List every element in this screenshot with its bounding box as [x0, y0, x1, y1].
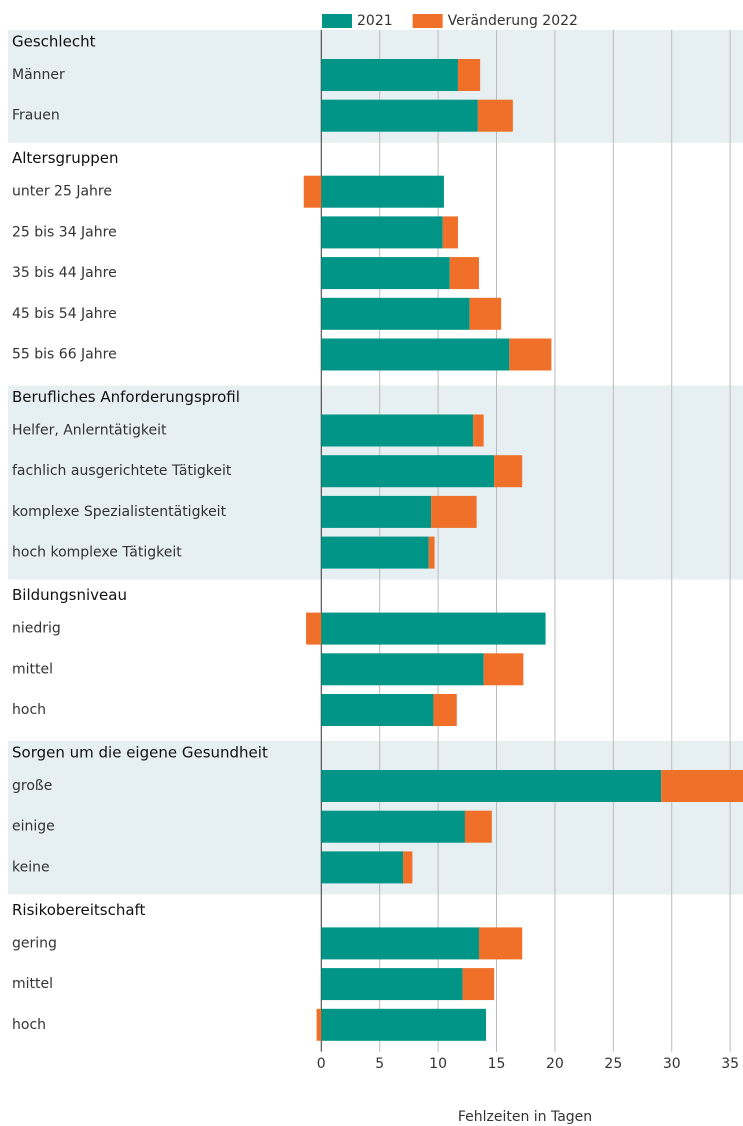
- category-label: komplexe Spezialistentätigkeit: [12, 504, 227, 520]
- category-label: Männer: [12, 67, 65, 83]
- bar: [321, 810, 465, 843]
- group-title: Sorgen um die eigene Gesundheit: [12, 744, 268, 762]
- bar: [473, 414, 484, 447]
- bar: [321, 851, 404, 884]
- bar: [321, 1008, 486, 1041]
- group-title: Altersgruppen: [12, 149, 119, 167]
- bar: [303, 175, 322, 208]
- bar: [321, 455, 495, 488]
- bar: [661, 770, 743, 802]
- plot: Geschlecht Männer Frauen Altersgruppen unter…: [12, 13, 743, 1072]
- category-label: mittel: [12, 661, 53, 677]
- bar: [321, 536, 429, 569]
- bar: [321, 694, 434, 726]
- x-tick-label: 20: [546, 1056, 564, 1072]
- group-title: Geschlecht: [12, 33, 96, 51]
- bar: [478, 927, 523, 960]
- bar: [321, 495, 432, 528]
- bar: [464, 810, 492, 843]
- bar: [483, 653, 524, 686]
- x-tick-label: 10: [429, 1056, 447, 1072]
- bar: [321, 99, 478, 132]
- bar: [306, 612, 322, 645]
- category-label: hoch: [12, 1017, 46, 1033]
- category-label: 35 bis 44 Jahre: [12, 265, 117, 281]
- x-tick-label: 30: [663, 1056, 681, 1072]
- bar: [462, 968, 495, 1001]
- legend-label: 2021: [357, 13, 393, 29]
- bar: [321, 612, 546, 645]
- bar: [428, 536, 435, 569]
- category-label: fachlich ausgerichtete Tätigkeit: [12, 463, 232, 479]
- bar: [321, 216, 443, 249]
- bar: [321, 297, 470, 330]
- category-label: niedrig: [12, 621, 61, 637]
- bar: [449, 257, 479, 290]
- category-label: hoch: [12, 702, 46, 718]
- category-label: Helfer, Anlerntätigkeit: [12, 423, 167, 439]
- bar: [321, 968, 463, 1001]
- legend-swatch: [412, 14, 443, 28]
- bar: [469, 297, 502, 330]
- bar: [494, 455, 523, 488]
- x-tick-label: 0: [317, 1056, 326, 1072]
- bar: [457, 59, 481, 91]
- x-tick-label: 35: [721, 1056, 739, 1072]
- bar: [403, 851, 413, 884]
- bar: [316, 1008, 322, 1041]
- bar: [431, 495, 477, 528]
- legend-swatch: [322, 14, 352, 28]
- x-tick-label: 5: [375, 1056, 384, 1072]
- bar: [477, 99, 513, 132]
- category-label: unter 25 Jahre: [12, 184, 112, 200]
- bar: [321, 414, 474, 447]
- x-tick-label: 25: [604, 1056, 622, 1072]
- legend-label: Veränderung 2022: [448, 13, 578, 29]
- category-label: 25 bis 34 Jahre: [12, 224, 117, 240]
- category-label: große: [12, 778, 52, 794]
- bar: [321, 338, 510, 371]
- bar: [442, 216, 458, 249]
- bar: [321, 653, 484, 686]
- bar: [321, 927, 479, 960]
- category-label: einige: [12, 819, 55, 835]
- x-tick-label: 15: [488, 1056, 506, 1072]
- bar: [321, 175, 444, 208]
- category-label: gering: [12, 935, 57, 951]
- group-title: Risikobereitschaft: [12, 901, 146, 919]
- category-label: Frauen: [12, 108, 60, 124]
- x-axis-label: Fehlzeiten in Tagen: [458, 1109, 592, 1125]
- bar: [321, 770, 662, 802]
- category-label: mittel: [12, 976, 53, 992]
- group-title: Bildungsniveau: [12, 586, 127, 604]
- bar: [433, 694, 457, 726]
- category-label: 55 bis 66 Jahre: [12, 347, 117, 363]
- group-title: Berufliches Anforderungsprofil: [12, 388, 240, 406]
- category-label: 45 bis 54 Jahre: [12, 306, 117, 322]
- bar: [509, 338, 552, 371]
- bar: [321, 59, 458, 91]
- category-label: keine: [12, 859, 50, 875]
- category-label: hoch komplexe Tätigkeit: [12, 545, 182, 561]
- bar: [321, 257, 450, 290]
